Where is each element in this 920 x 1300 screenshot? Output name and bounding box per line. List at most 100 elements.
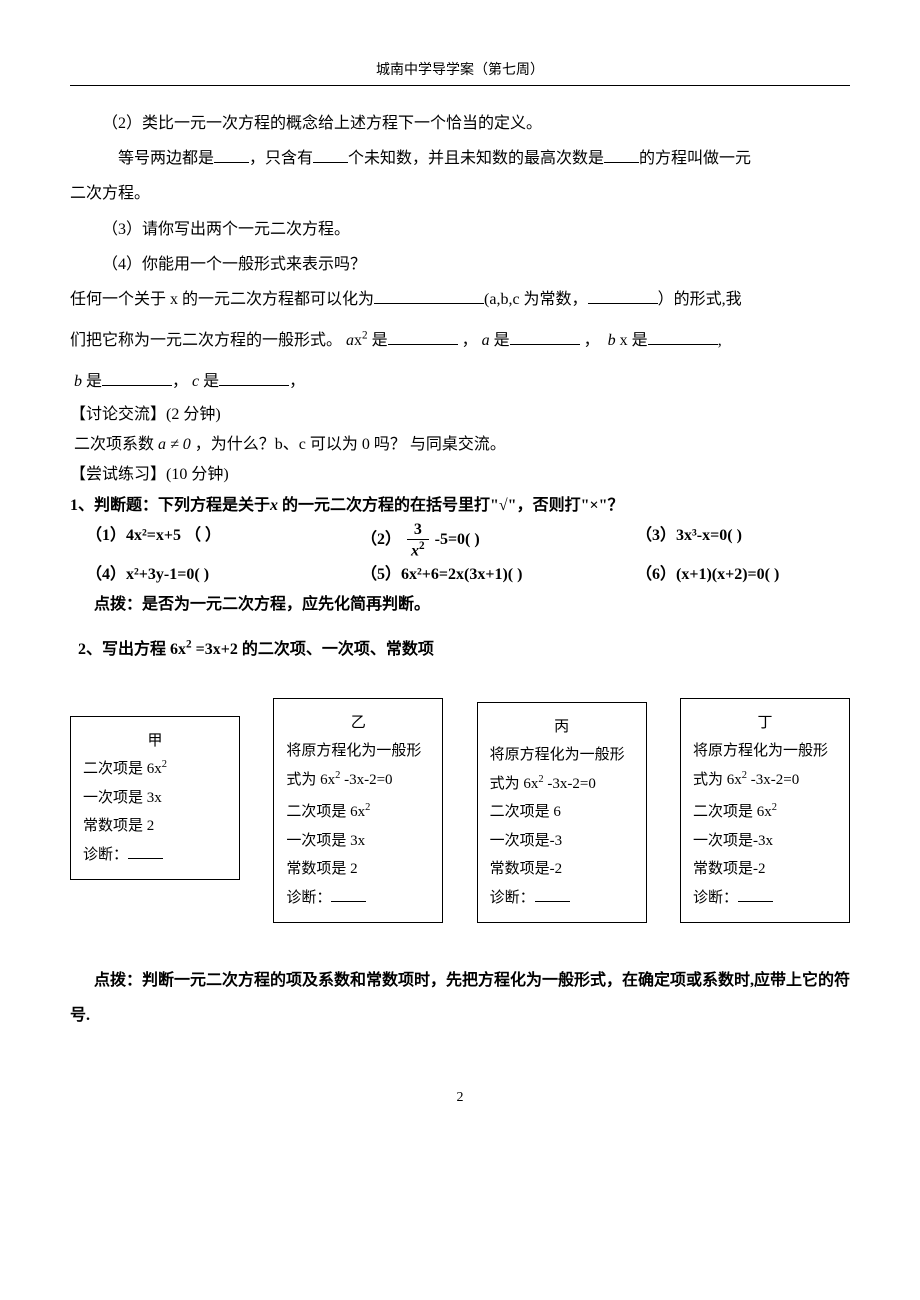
blank-7 [510,329,580,345]
box-d-line2: 二次项是 6x2 [693,798,837,827]
def-part-1: 等号两边都是 [118,150,214,167]
box-d-line3: 一次项是-3x [693,827,837,856]
frac-den-var: x [411,542,419,559]
box-a-exp: 2 [162,759,167,770]
box-c-blank [535,901,570,902]
l6b: 是 [372,332,388,349]
box-b-line1: 将原方程化为一般形式为 6x2 -3x-2=0 [286,737,430,794]
box-b-diag: 诊断： [286,884,430,913]
box-c-diag: 诊断： [490,884,634,913]
box-jia: 甲 二次项是 6x2 一次项是 3x 常数项是 2 诊断： [70,716,240,881]
box-c-line4: 常数项是-2 [490,855,634,884]
blank-9 [102,370,172,386]
line-7: b 是， c 是， [70,364,850,399]
box-c-line1: 将原方程化为一般形式为 6x2 -3x-2=0 [490,741,634,798]
box-c-l1b: -3x-2=0 [544,776,596,792]
box-a-title: 甲 [83,727,227,756]
q1-x: x [270,497,278,514]
line-5: 任何一个关于 x 的一元二次方程都可以化为 (a,b,c 为常数， ）的形式,我 [70,282,850,317]
box-b-title: 乙 [286,709,430,738]
q2a: 2、写出方程 6x [78,641,186,658]
var-b: b [608,332,616,349]
box-a-diag-label: 诊断： [83,847,128,863]
frac-num: 3 [407,521,429,540]
l5b: (a,b,c 为常数， [484,291,588,308]
box-d-blank [738,901,773,902]
practice-title: 【尝试练习】(10 分钟) [70,460,850,490]
frac-den: x2 [407,540,429,560]
box-a-diag: 诊断： [83,841,227,870]
box-b-l2a: 二次项是 6x [286,804,365,820]
problems-row-2: （4）x²+3y-1=0( ) （5）6x²+6=2x(3x+1)( ) （6）… [86,560,850,590]
l7b: 是 [203,373,219,390]
box-d-diag: 诊断： [693,884,837,913]
problems-row-1: （1）4x²=x+5 （ ） （2） 3 x2 -5=0( ) （3）3x³-x… [86,521,850,560]
def-part-2: ，只含有 [249,150,313,167]
var-x2: x [620,332,628,349]
l6d: 是 [632,332,648,349]
blank-2 [313,147,348,163]
problem-5: （5）6x²+6=2x(3x+1)( ) [361,560,596,590]
problem-2: （2） 3 x2 -5=0( ) [361,521,596,560]
var-c: c [192,373,199,390]
q2-exp: 2 [186,639,192,651]
problem-3: （3）3x³-x=0( ) [636,521,742,560]
problem-1: （1）4x²=x+5 （ ） [86,521,321,560]
var-a2: a [482,332,490,349]
def-part-3: 个未知数，并且未知数的最高次数是 [348,150,604,167]
line-4: （4）你能用一个一般形式来表示吗？ [70,247,850,282]
box-a-line3: 常数项是 2 [83,812,227,841]
blank-8 [648,329,718,345]
line-definition: 等号两边都是 ，只含有 个未知数，并且未知数的最高次数是 的方程叫做一元 [70,141,850,176]
var-b2: b [74,373,82,390]
comma1: ， [462,332,482,349]
box-d-l1b: -3x-2=0 [747,772,799,788]
l6a: 们把它称为一元二次方程的一般形式。 [70,332,342,349]
l6c: 是 [494,332,510,349]
problem-4: （4）x²+3y-1=0( ) [86,560,321,590]
problem-6: （6）(x+1)(x+2)=0( ) [636,560,779,590]
blank-1 [214,147,249,163]
discuss-body-1: 二次项系数 [74,436,154,453]
blank-6 [388,329,458,345]
line-3: （3）请你写出两个一元二次方程。 [70,212,850,247]
box-d-line1: 将原方程化为一般形式为 6x2 -3x-2=0 [693,737,837,794]
box-bing: 丙 将原方程化为一般形式为 6x2 -3x-2=0 二次项是 6 一次项是-3 … [477,702,647,924]
frac-den-exp: 2 [419,540,425,552]
box-a-blank [128,858,163,859]
page-number: 2 [70,1083,850,1114]
hint-1: 点拨：是否为一元二次方程，应先化简再判断。 [70,590,850,620]
l5c: ）的形式,我 [658,291,742,308]
answer-boxes: 甲 二次项是 6x2 一次项是 3x 常数项是 2 诊断： 乙 将原方程化为一般… [70,698,850,924]
box-ding: 丁 将原方程化为一般形式为 6x2 -3x-2=0 二次项是 6x2 一次项是-… [680,698,850,924]
var-x: x [354,332,362,349]
hint-2: 点拨：判断一元二次方程的项及系数和常数项时，先把方程化为一般形式，在确定项或系数… [70,963,850,1033]
neq-expr: a ≠ 0 [158,436,191,453]
l5a: 任何一个关于 x 的一元二次方程都可以化为 [70,291,374,308]
box-b-l1b: -3x-2=0 [340,772,392,788]
box-b-diag-label: 诊断： [286,890,331,906]
box-yi: 乙 将原方程化为一般形式为 6x2 -3x-2=0 二次项是 6x2 一次项是 … [273,698,443,924]
exp-2: 2 [362,330,368,342]
box-d-diag-label: 诊断： [693,890,738,906]
page-header: 城南中学导学案（第七周） [70,60,850,86]
box-a-line2: 一次项是 3x [83,784,227,813]
blank-10 [219,370,289,386]
box-a-l1a: 二次项是 6x [83,761,162,777]
box-c-title: 丙 [490,713,634,742]
discuss-title: 【讨论交流】(2 分钟) [70,400,850,430]
box-d-exp2: 2 [772,802,777,813]
comma2: ， [584,332,600,349]
line-2: （2）类比一元一次方程的概念给上述方程下一个恰当的定义。 [70,106,850,141]
blank-3 [604,147,639,163]
fraction: 3 x2 [407,521,429,560]
var-a: a [346,332,354,349]
l7a: 是 [86,373,102,390]
box-b-blank [331,901,366,902]
blank-5 [588,288,658,304]
def-part-4: 的方程叫做一元 [639,150,751,167]
box-d-line4: 常数项是-2 [693,855,837,884]
box-c-line3: 一次项是-3 [490,827,634,856]
line-definition-2: 二次方程。 [70,176,850,211]
box-d-title: 丁 [693,709,837,738]
